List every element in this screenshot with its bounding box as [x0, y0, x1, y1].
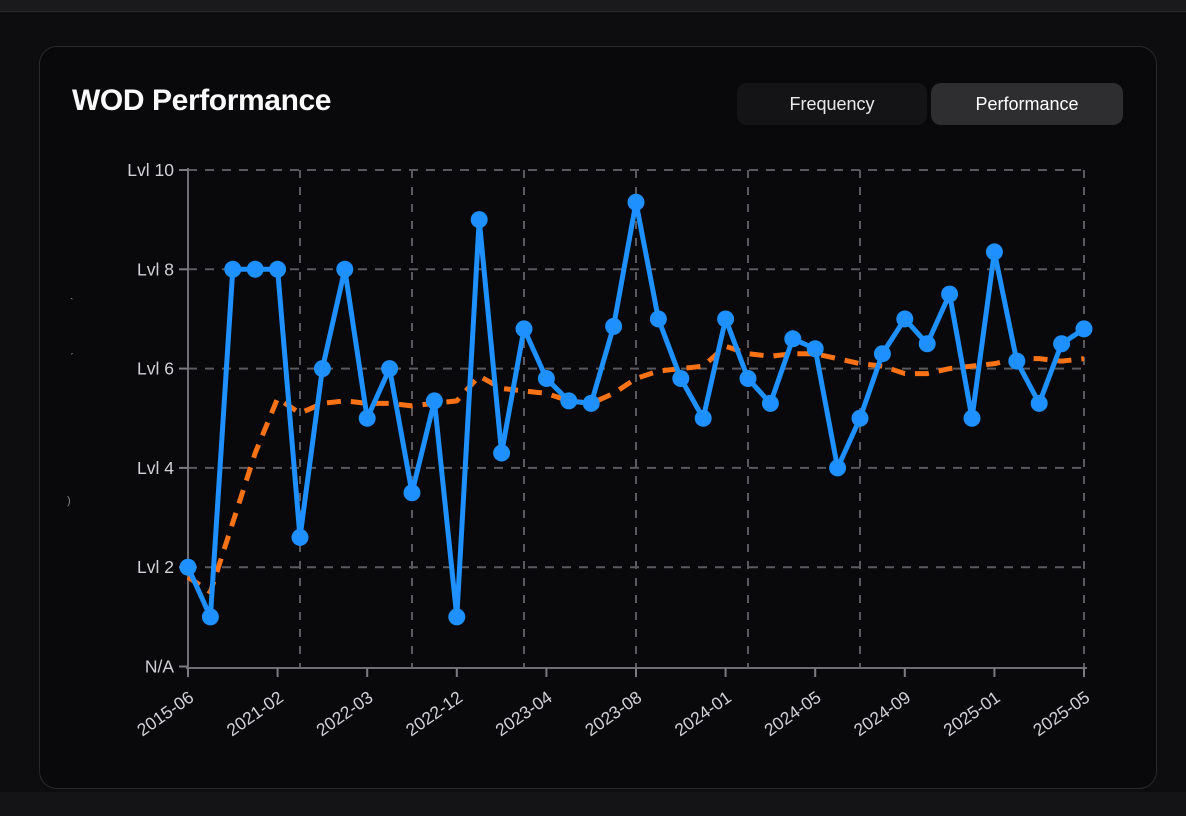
data-point-marker[interactable] — [649, 310, 667, 328]
data-point-marker[interactable] — [829, 459, 847, 477]
data-point-marker[interactable] — [918, 335, 936, 353]
data-point-marker[interactable] — [1075, 320, 1093, 338]
data-point-marker[interactable] — [806, 340, 824, 358]
data-point-marker[interactable] — [694, 409, 712, 427]
data-point-marker[interactable] — [269, 260, 287, 278]
data-point-marker[interactable] — [784, 330, 802, 348]
x-tick-label: 2025-05 — [1029, 687, 1093, 740]
data-point-marker[interactable] — [515, 320, 533, 338]
x-tick-label: 2024-09 — [850, 687, 914, 740]
chart-mode-toggle: Frequency Performance — [737, 83, 1123, 125]
data-point-marker[interactable] — [1008, 352, 1026, 370]
data-point-marker[interactable] — [336, 260, 354, 278]
data-point-marker[interactable] — [896, 310, 914, 328]
data-point-marker[interactable] — [560, 392, 578, 410]
page-title: WOD Performance — [72, 84, 332, 117]
x-tick-label: 2024-05 — [760, 687, 824, 740]
x-tick-label: 2023-04 — [492, 687, 556, 740]
tab-performance[interactable]: Performance — [931, 83, 1123, 125]
data-point-marker[interactable] — [246, 260, 264, 278]
data-point-marker[interactable] — [672, 370, 690, 388]
data-point-marker[interactable] — [1053, 335, 1071, 353]
window-top-chrome — [0, 0, 1186, 12]
data-point-marker[interactable] — [1030, 394, 1048, 412]
data-point-marker[interactable] — [313, 360, 331, 378]
tab-frequency[interactable]: Frequency — [737, 83, 927, 125]
y-tick-label: N/A — [145, 657, 175, 677]
x-tick-label: 2021-02 — [223, 687, 287, 740]
data-point-marker[interactable] — [358, 409, 376, 427]
data-point-marker[interactable] — [627, 193, 645, 211]
window-bottom-chrome — [0, 792, 1186, 816]
y-tick-label: Lvl 8 — [137, 259, 174, 279]
data-point-marker[interactable] — [448, 608, 466, 626]
trend-dashed-line — [186, 343, 1085, 595]
x-tick-label: 2015-06 — [133, 687, 197, 740]
clipped-label-artifact: ) — [67, 495, 71, 507]
data-point-marker[interactable] — [851, 409, 869, 427]
data-point-marker[interactable] — [605, 317, 623, 335]
y-tick-label: Lvl 6 — [137, 359, 174, 379]
x-tick-label: 2024-01 — [671, 687, 735, 740]
data-point-marker[interactable] — [582, 394, 600, 412]
data-point-marker[interactable] — [963, 409, 981, 427]
data-point-marker[interactable] — [470, 211, 488, 229]
data-point-marker[interactable] — [941, 285, 959, 303]
x-tick-label: 2022-03 — [312, 687, 376, 740]
data-point-marker[interactable] — [537, 370, 555, 388]
data-point-marker[interactable] — [985, 243, 1003, 261]
data-point-marker[interactable] — [739, 370, 757, 388]
data-point-marker[interactable] — [717, 310, 735, 328]
x-tick-label: 2023-08 — [581, 687, 645, 740]
data-point-marker[interactable] — [201, 608, 219, 626]
data-point-marker[interactable] — [403, 484, 421, 502]
data-point-marker[interactable] — [425, 392, 443, 410]
data-point-marker[interactable] — [291, 528, 309, 546]
x-tick-label: 2025-01 — [940, 687, 1004, 740]
y-tick-label: Lvl 2 — [137, 557, 174, 577]
data-point-marker[interactable] — [179, 558, 197, 576]
data-point-marker[interactable] — [873, 345, 891, 363]
x-tick-label: 2022-12 — [402, 687, 466, 740]
clipped-label-artifact: ˋ — [70, 297, 74, 309]
data-point-marker[interactable] — [224, 260, 242, 278]
data-point-marker[interactable] — [381, 360, 399, 378]
y-tick-label: Lvl 4 — [137, 458, 174, 478]
y-tick-label: Lvl 10 — [127, 160, 174, 180]
clipped-label-artifact: ˊ — [70, 352, 74, 364]
data-point-marker[interactable] — [493, 444, 511, 462]
data-point-marker[interactable] — [761, 394, 779, 412]
